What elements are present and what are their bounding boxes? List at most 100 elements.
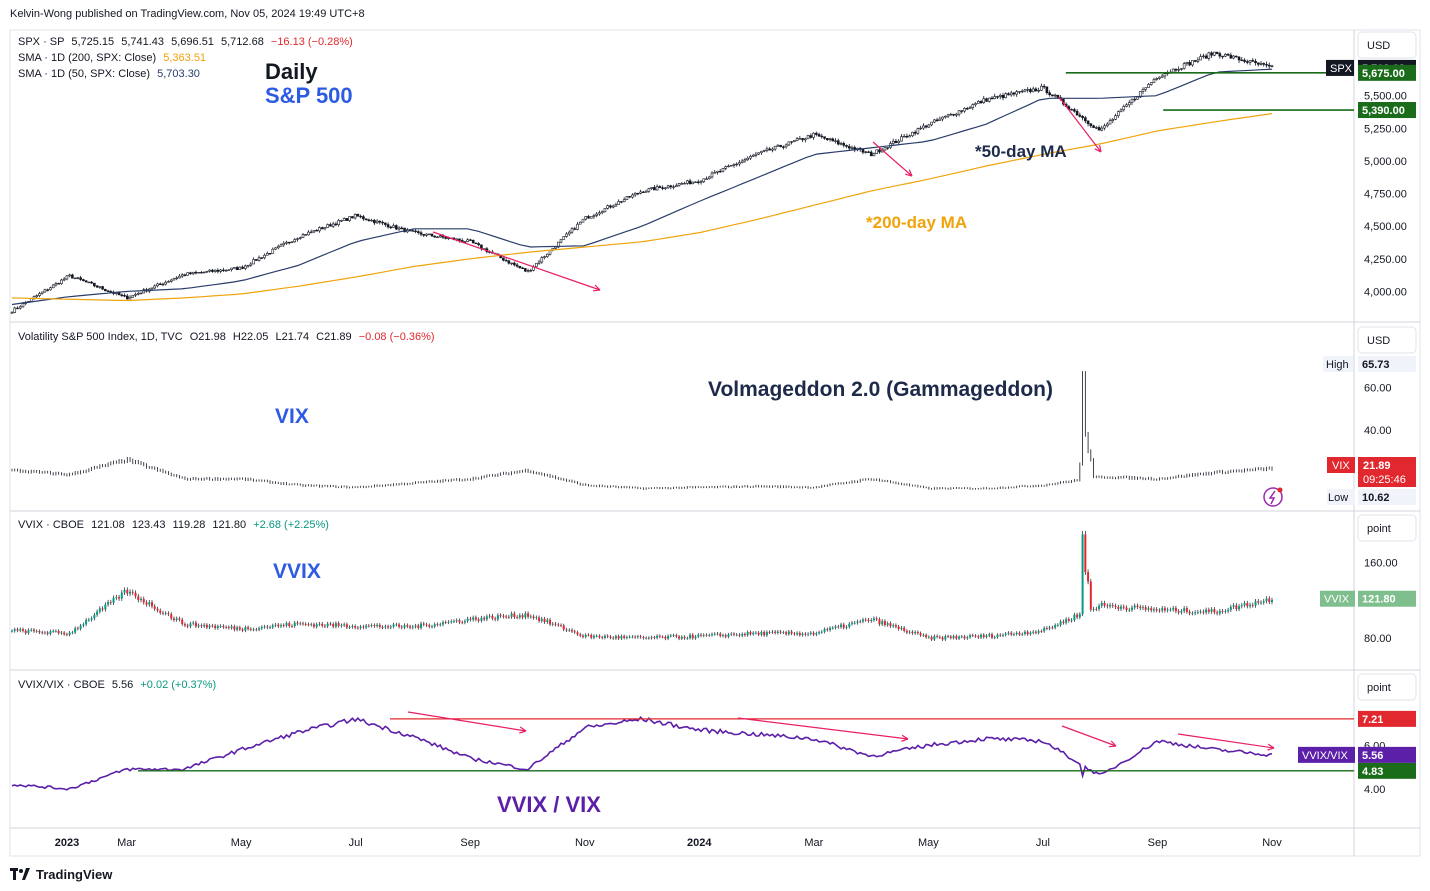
vvix-candle [831, 627, 834, 629]
spx-candle [526, 270, 530, 272]
spx-candle [729, 165, 733, 167]
publish-header: Kelvin-Wong published on TradingView.com… [0, 0, 1430, 30]
spx-candle [570, 228, 574, 233]
spx-candle [463, 241, 467, 243]
spx-candle [787, 141, 791, 146]
vix-low-value-bg [1358, 489, 1416, 505]
ratio-symbol-tag-bg [1298, 746, 1355, 763]
spx-candle [263, 254, 266, 259]
vvix-candle [661, 636, 664, 638]
spx-candle [666, 185, 670, 189]
spx-candle [1015, 91, 1019, 95]
spx-candle [823, 136, 826, 139]
vvix-candle [557, 624, 560, 626]
vvix-candle [936, 636, 939, 637]
vix-legend: Volatility S&P 500 Index, 1D, TVC O21.98… [18, 329, 435, 345]
spx-candle [359, 215, 362, 218]
vvix-candle [823, 629, 826, 632]
vvix-candle [554, 623, 557, 625]
spx-candle [290, 241, 294, 243]
spx-candle [400, 227, 404, 230]
vvix-candle [332, 624, 335, 627]
vvix-candle [444, 622, 447, 624]
vvix-candle [148, 602, 151, 605]
spx-candle [1232, 55, 1235, 59]
vvix-candle [944, 636, 947, 640]
spx-candle [998, 94, 1002, 97]
spx-candle [329, 224, 332, 227]
spx-candle [1224, 54, 1227, 57]
spx-candle [93, 282, 96, 287]
spx-candle [820, 135, 824, 138]
publish-info: Kelvin-Wong published on TradingView.com… [10, 8, 365, 20]
sma50-line [11, 68, 1273, 306]
spx-candle [1213, 51, 1216, 56]
ratio-price-tag: 5.56 [1362, 750, 1383, 762]
spx-tick-6: 4,000.00 [1364, 286, 1407, 298]
vvix-candle [568, 629, 571, 631]
footer: TradingView [10, 864, 112, 884]
vvix-candle [1174, 607, 1177, 612]
vvix-candle [219, 626, 222, 627]
vix-currency-box [1357, 326, 1417, 354]
vvix-candle [266, 626, 269, 628]
spx-candle [804, 138, 807, 141]
vvix-candle [911, 631, 914, 634]
spx-candle [905, 135, 909, 138]
vvix-candle [870, 619, 873, 621]
vvix-candle [598, 635, 601, 638]
vvix-candle [129, 591, 132, 594]
vvix-candle [1092, 608, 1095, 610]
vvix-candle [1040, 631, 1043, 632]
vvix-candle [933, 636, 936, 640]
vvix-candle [151, 602, 153, 607]
vvix-candle [126, 589, 129, 594]
vvix-candle [672, 635, 675, 637]
spx-candle [211, 269, 214, 272]
spx-candle [614, 204, 618, 207]
spx-pane[interactable] [10, 51, 1354, 314]
spx-candle [1191, 60, 1194, 66]
vvix-candle [971, 635, 974, 637]
price-axis[interactable]: USD 5,500.00 5,250.00 5,000.00 4,750.00 4,500… [1263, 31, 1417, 796]
ratio-legend-close: 5.56 [111, 679, 134, 691]
vvix-candle [208, 625, 211, 628]
label-vix: VIX [275, 405, 309, 428]
vvix-candle [1095, 608, 1098, 610]
vix-pane[interactable] [11, 371, 1273, 490]
spx-candle [331, 223, 335, 227]
vvix-candle [1152, 609, 1155, 611]
vvix-candle [631, 636, 634, 638]
ratio-pane[interactable] [11, 711, 1354, 791]
spx-candle [101, 286, 104, 290]
time-axis[interactable]: 2023 Mar May Jul Sep Nov 2024 Mar May Jul Sep Nov [55, 837, 1283, 849]
vvix-candle [587, 634, 590, 636]
spx-candle [922, 125, 925, 129]
spx-candle [886, 147, 889, 149]
spx-candle [976, 101, 980, 104]
spx-candle [1023, 89, 1027, 92]
spx-candle [842, 143, 846, 146]
spx-candle [180, 274, 184, 277]
vvix-candle [900, 627, 903, 629]
vvix-candle [1117, 606, 1120, 609]
vvix-candle [571, 629, 573, 632]
vvix-candle [636, 636, 639, 638]
vvix-candle [705, 634, 708, 636]
spx-candle [1237, 56, 1241, 61]
ratio-level-lo-tag-bg [1358, 762, 1416, 779]
spx-candle [249, 263, 253, 266]
vvix-candle [851, 622, 853, 624]
spx-candle [955, 113, 958, 116]
vvix-candle [323, 625, 326, 627]
vvix-candle [384, 626, 387, 628]
vvix-candle [883, 621, 886, 625]
vvix-candle [941, 637, 944, 640]
vvix-candle [496, 615, 499, 620]
vix-tick-1: 40.00 [1364, 425, 1392, 437]
vvix-candle [167, 613, 170, 615]
spx-candle [477, 243, 480, 246]
vvix-pane[interactable] [11, 530, 1273, 642]
vvix-candle [1196, 611, 1199, 613]
